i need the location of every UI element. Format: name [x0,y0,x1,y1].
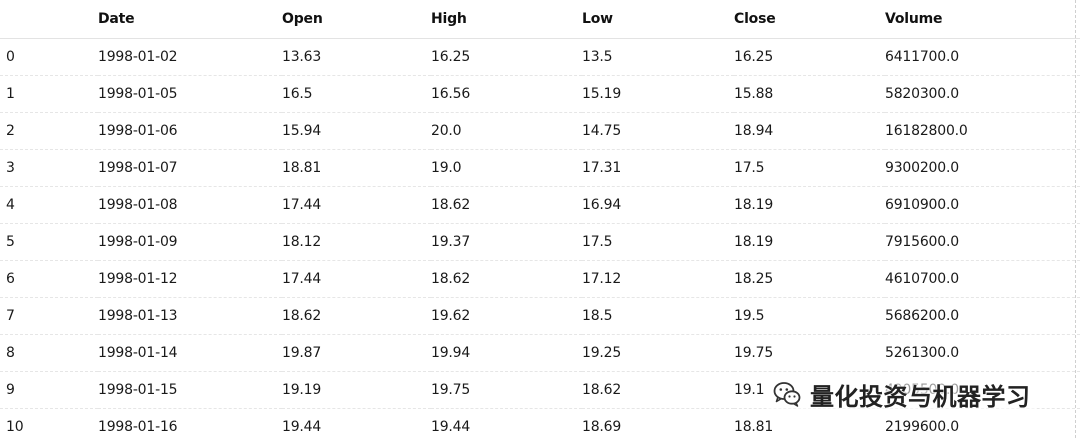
cell-volume: 5820300.0 [885,76,1080,113]
cell-close: 18.94 [734,113,885,150]
watermark: 量化投资与机器学习 [768,372,1037,416]
cell-low: 18.69 [582,409,734,445]
cell-low: 16.94 [582,187,734,224]
cell-date: 1998-01-05 [98,76,282,113]
cell-close: 18.25 [734,261,885,298]
cell-low: 17.12 [582,261,734,298]
cell-open: 18.81 [282,150,431,187]
cell-low: 18.62 [582,372,734,409]
cell-date: 1998-01-06 [98,113,282,150]
cell-close: 17.5 [734,150,885,187]
row-index: 0 [0,39,98,76]
cell-volume: 5686200.0 [885,298,1080,335]
cell-volume: 9300200.0 [885,150,1080,187]
row-index: 5 [0,224,98,261]
cell-open: 15.94 [282,113,431,150]
cell-high: 18.62 [431,187,582,224]
cell-volume: 4610700.0 [885,261,1080,298]
cell-low: 14.75 [582,113,734,150]
watermark-text: 量化投资与机器学习 [810,377,1031,412]
cell-high: 19.94 [431,335,582,372]
table-header: Date Open High Low Close Volume [0,0,1080,39]
cell-low: 18.5 [582,298,734,335]
row-index: 2 [0,113,98,150]
cell-high: 16.25 [431,39,582,76]
cell-low: 17.31 [582,150,734,187]
cell-open: 18.62 [282,298,431,335]
row-index: 6 [0,261,98,298]
cell-high: 18.62 [431,261,582,298]
cell-date: 1998-01-02 [98,39,282,76]
cell-high: 19.62 [431,298,582,335]
cell-volume: 6411700.0 [885,39,1080,76]
row-index: 10 [0,409,98,445]
cell-low: 17.5 [582,224,734,261]
cell-open: 19.87 [282,335,431,372]
cell-open: 17.44 [282,187,431,224]
cell-high: 19.75 [431,372,582,409]
cell-high: 16.56 [431,76,582,113]
cell-date: 1998-01-15 [98,372,282,409]
cell-volume: 7915600.0 [885,224,1080,261]
column-header-high: High [431,0,582,39]
cell-open: 19.19 [282,372,431,409]
cell-volume: 16182800.0 [885,113,1080,150]
cell-low: 13.5 [582,39,734,76]
cell-high: 19.0 [431,150,582,187]
cell-close: 19.75 [734,335,885,372]
cell-date: 1998-01-13 [98,298,282,335]
cell-date: 1998-01-09 [98,224,282,261]
cell-open: 17.44 [282,261,431,298]
wechat-icon [772,379,802,409]
right-border-divider [1075,0,1076,438]
cell-open: 19.44 [282,409,431,445]
row-index: 7 [0,298,98,335]
cell-date: 1998-01-08 [98,187,282,224]
cell-volume: 6910900.0 [885,187,1080,224]
column-header-open: Open [282,0,431,39]
cell-high: 20.0 [431,113,582,150]
cell-date: 1998-01-12 [98,261,282,298]
cell-open: 13.63 [282,39,431,76]
row-index: 3 [0,150,98,187]
header-row: Date Open High Low Close Volume [0,0,1080,39]
cell-date: 1998-01-16 [98,409,282,445]
cell-close: 15.88 [734,76,885,113]
cell-open: 16.5 [282,76,431,113]
index-header [0,0,98,39]
cell-open: 18.12 [282,224,431,261]
column-header-volume: Volume [885,0,1080,39]
cell-low: 15.19 [582,76,734,113]
row-index: 8 [0,335,98,372]
cell-close: 19.5 [734,298,885,335]
column-header-low: Low [582,0,734,39]
row-index: 1 [0,76,98,113]
row-index: 4 [0,187,98,224]
column-header-close: Close [734,0,885,39]
row-index: 9 [0,372,98,409]
cell-low: 19.25 [582,335,734,372]
column-header-date: Date [98,0,282,39]
cell-close: 18.19 [734,224,885,261]
cell-high: 19.37 [431,224,582,261]
cell-high: 19.44 [431,409,582,445]
cell-close: 16.25 [734,39,885,76]
cell-close: 18.19 [734,187,885,224]
cell-date: 1998-01-14 [98,335,282,372]
cell-volume: 5261300.0 [885,335,1080,372]
cell-date: 1998-01-07 [98,150,282,187]
